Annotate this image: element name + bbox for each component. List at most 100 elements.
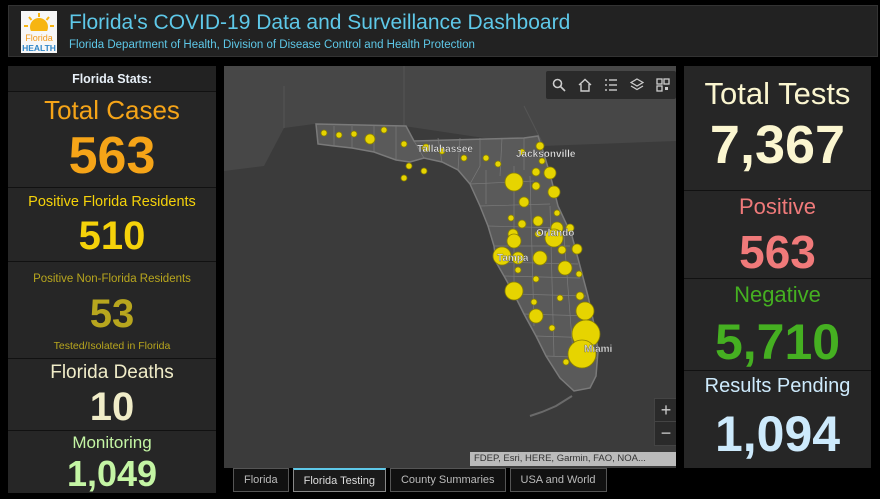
dashboard-tabs: Florida Florida Testing County Summaries… [233, 468, 607, 492]
qr-code-icon[interactable] [653, 75, 673, 95]
case-bubble [534, 230, 542, 238]
pending-label: Results Pending [704, 375, 851, 397]
florida-health-logo: Florida HEALTH [21, 11, 57, 53]
case-bubble [571, 243, 583, 255]
case-bubble [405, 162, 413, 170]
non-residents-note: Tested/Isolated in Florida [53, 340, 171, 352]
case-bubble [438, 147, 446, 155]
case-bubble [514, 266, 522, 274]
case-bubble [517, 219, 527, 229]
tab-county-summaries[interactable]: County Summaries [389, 468, 506, 492]
case-bubble [543, 166, 557, 180]
pending-card: Results Pending 1,094 [684, 370, 871, 468]
page-subtitle: Florida Department of Health, Division o… [69, 39, 475, 51]
case-bubble [557, 260, 573, 276]
case-bubble [518, 196, 530, 208]
case-bubble [544, 228, 564, 248]
case-bubble [575, 270, 583, 278]
zoom-control: + − [654, 398, 676, 446]
case-bubble [532, 215, 544, 227]
total-tests-label: Total Tests [704, 76, 851, 111]
case-bubble [482, 154, 490, 162]
pending-value: 1,094 [714, 406, 841, 462]
case-bubble [504, 172, 524, 192]
svg-text:HEALTH: HEALTH [22, 43, 56, 53]
case-bubble [528, 308, 544, 324]
positive-card: Positive 563 [684, 190, 871, 278]
case-bubble [530, 298, 538, 306]
case-bubble [518, 148, 526, 156]
case-bubble [535, 141, 545, 151]
case-bubble [511, 251, 525, 265]
svg-text:Florida: Florida [25, 33, 53, 43]
stats-heading: Florida Stats: [72, 72, 152, 86]
case-bubble [567, 339, 597, 369]
negative-label: Negative [734, 282, 821, 307]
case-bubble [506, 233, 522, 249]
tab-florida[interactable]: Florida [233, 468, 289, 492]
case-bubble [531, 181, 541, 191]
case-bubble [504, 281, 524, 301]
case-bubble [400, 174, 408, 182]
case-bubble [531, 167, 541, 177]
case-bubble [420, 167, 428, 175]
total-tests-value: 7,367 [709, 115, 846, 175]
case-bubbles[interactable] [320, 126, 601, 369]
case-bubble [547, 185, 561, 199]
deaths-card: Florida Deaths 10 [8, 358, 216, 430]
case-bubble [553, 209, 561, 217]
negative-card: Negative 5,710 [684, 278, 871, 370]
monitoring-value: 1,049 [66, 453, 158, 494]
non-residents-label: Positive Non-Florida Residents [33, 273, 191, 285]
city-label-miami: Miami [584, 344, 613, 355]
case-bubble [532, 275, 540, 283]
search-icon[interactable] [549, 75, 569, 95]
stats-heading-block: Florida Stats: [8, 66, 216, 91]
monitoring-card: Monitoring 1,049 [8, 430, 216, 494]
florida-stats-panel: Florida Stats: Total Cases 563 Positive … [8, 66, 216, 494]
case-bubble [494, 160, 502, 168]
city-label-orlando: Orlando [536, 228, 574, 239]
positive-residents-value: 510 [78, 214, 146, 258]
map-toolbar [546, 71, 676, 99]
case-bubble [350, 130, 358, 138]
testing-stats-panel: Total Tests 7,367 Positive 563 Negative … [684, 66, 871, 468]
case-bubble [320, 129, 328, 137]
legend-icon[interactable] [601, 75, 621, 95]
dashboard-header: Florida HEALTH Florida's COVID-19 Data a… [8, 5, 878, 57]
case-bubble [507, 214, 515, 222]
home-icon[interactable] [575, 75, 595, 95]
total-cases-label: Total Cases [44, 95, 180, 125]
positive-label: Positive [738, 194, 817, 219]
city-label-jacksonville: Jacksonville [516, 149, 576, 160]
deaths-label: Florida Deaths [50, 362, 174, 383]
zoom-in-button[interactable]: + [655, 399, 676, 422]
non-residents-value: 53 [89, 292, 135, 336]
covid-map[interactable]: Tallahassee Jacksonville Orlando Tampa M… [224, 66, 676, 468]
case-bubble [460, 154, 468, 162]
monitoring-label: Monitoring [72, 433, 152, 452]
map-attribution[interactable]: FDEP, Esri, HERE, Garmin, FAO, NOA... [470, 452, 676, 466]
map-canvas[interactable]: Tallahassee Jacksonville Orlando Tampa M… [224, 66, 676, 468]
case-bubble [532, 250, 548, 266]
tab-usa-and-world[interactable]: USA and World [509, 468, 607, 492]
negative-value: 5,710 [714, 314, 841, 370]
zoom-out-button[interactable]: − [660, 423, 672, 443]
positive-value: 563 [739, 226, 816, 278]
case-bubble [575, 291, 585, 301]
city-label-tampa: Tampa [497, 253, 529, 264]
city-label-tallahassee: Tallahassee [417, 144, 473, 155]
case-bubble [557, 245, 567, 255]
case-bubble [380, 126, 388, 134]
tab-florida-testing[interactable]: Florida Testing [292, 468, 386, 492]
case-bubble [556, 294, 564, 302]
page-title: Florida's COVID-19 Data and Surveillance… [69, 11, 571, 34]
total-cases-value: 563 [68, 127, 156, 185]
case-bubble [335, 131, 343, 139]
case-bubble [400, 140, 408, 148]
deaths-value: 10 [89, 385, 135, 429]
case-bubble [492, 246, 512, 266]
case-bubble [538, 157, 546, 165]
case-bubble [575, 301, 595, 321]
layers-icon[interactable] [627, 75, 647, 95]
